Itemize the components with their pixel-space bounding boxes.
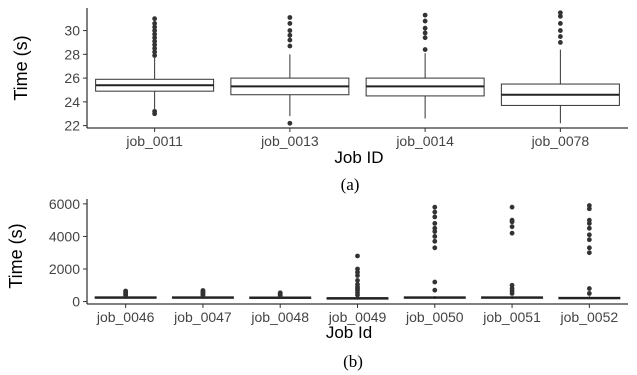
panel-b-outlier-point [432, 279, 438, 285]
panel-a-outlier-point [557, 13, 563, 19]
panel-a-y-tick-label: 28 [64, 46, 80, 62]
panel-a-x-tick-label: job_0014 [395, 133, 454, 149]
panel-a-outlier-point [557, 40, 563, 45]
panel-b-outlier-point [586, 225, 592, 231]
panel-b-outlier-point [586, 237, 592, 243]
panel-b-outlier-point [355, 266, 360, 272]
panel-b-y-tick-label: 4000 [49, 228, 80, 244]
panel-b-outlier-point [509, 282, 515, 288]
panel-a-outlier-point [152, 28, 158, 33]
panel-a-outlier-point [152, 35, 158, 41]
panel-b-outlier-point [586, 286, 592, 291]
panel-b-outlier-point [509, 230, 515, 236]
panel-b-caption: (b) [343, 352, 363, 371]
panel-a-caption: (a) [341, 175, 360, 194]
panel-a-x-tick-label: job_0011 [125, 133, 183, 149]
panel-a-outlier-point [422, 12, 428, 18]
panel-b-outlier-point [509, 224, 515, 230]
panel-a-outlier-point [422, 30, 428, 36]
panel-a-outlier-point [152, 24, 158, 30]
panel-b-outlier-point [123, 288, 129, 294]
panel-b-x-axis-title: Job Id [326, 323, 372, 342]
panel-a-outlier-point [422, 47, 428, 52]
panel-b-outlier-point [432, 287, 438, 293]
panel-b-outlier-point [432, 209, 438, 215]
panel-a-outlier-point [287, 28, 293, 33]
panel-a-outlier-point [152, 16, 158, 22]
panel-b-outlier-point [432, 214, 438, 220]
panel-b-outlier-point [355, 253, 360, 259]
panel-b-outlier-point [432, 204, 438, 210]
panel-a-outlier-point [152, 38, 158, 44]
panel-b-x-tick-label: job_0046 [96, 309, 155, 325]
panel-a-x-axis-title: Job ID [334, 148, 383, 167]
panel-a-outlier-point [152, 31, 158, 37]
panel-a-outlier-point [287, 32, 293, 38]
panel-b-outlier-point [586, 203, 592, 208]
panel-a-outlier-point [287, 15, 293, 20]
panel-a-y-tick-label: 30 [64, 23, 80, 39]
panel-a-outlier-point [152, 42, 158, 48]
panel-b-outlier-point [586, 217, 592, 223]
panel-b-outlier-point [432, 245, 438, 251]
panel-b-outlier-point [586, 232, 592, 238]
panel-b-outlier-point [509, 217, 515, 223]
panel-a-y-tick-label: 26 [64, 70, 80, 86]
panel-a-y-axis-title: Time (s) [11, 35, 31, 100]
panel-a-y-tick-label: 22 [64, 118, 80, 134]
panel-a-outlier-point [557, 10, 563, 16]
panel-a-outlier-point [557, 21, 563, 26]
panel-a-outlier-point [287, 120, 293, 126]
panel-a-outlier-point [557, 34, 563, 39]
panel-b-y-tick-label: 6000 [49, 196, 80, 212]
panel-a-outlier-point [152, 108, 158, 114]
panel-b-outlier-point [432, 234, 438, 239]
panel-a-outlier-point [422, 35, 428, 41]
panel-a-outlier-point [422, 18, 428, 24]
panel-a-boxplot: Time (s) Job ID (a) 22 24 26 28 30 job_0011 jo… [11, 8, 628, 194]
panel-a-outlier-point [287, 21, 293, 26]
panel-b-outlier-point [200, 288, 206, 293]
panel-b-outlier-point [586, 250, 592, 256]
panel-a-outlier-point [557, 28, 563, 33]
panel-b-outlier-point [277, 290, 283, 296]
panel-a-y-tick-label: 24 [64, 94, 80, 110]
panel-a-x-tick-label: job_0078 [531, 133, 590, 149]
panel-a-outlier-point [152, 49, 158, 55]
panel-b-x-tick-label: job_0047 [173, 309, 232, 325]
panel-b-outlier-point [586, 245, 592, 251]
panel-b-x-tick-label: job_0049 [328, 309, 387, 325]
panel-a-outlier-point [152, 21, 158, 26]
panel-a-outlier-point [287, 37, 293, 43]
panel-b-boxplot: Time (s) Job Id (b) 0 2000 4000 6000 job_004… [6, 196, 628, 371]
panel-b-outlier-point [509, 204, 515, 210]
panel-a-outlier-point [152, 45, 158, 51]
panel-b-outlier-point [355, 277, 360, 283]
panel-b-outlier-point [432, 225, 438, 231]
panel-b-y-tick-label: 0 [72, 294, 80, 310]
panel-b-outlier-point [355, 282, 360, 287]
panel-a-outlier-point [287, 43, 293, 49]
panel-a-outlier-point [152, 53, 158, 58]
panel-b-y-axis-title: Time (s) [6, 223, 26, 288]
panel-b-outlier-point [586, 291, 592, 296]
panel-b-x-tick-label: job_0052 [560, 309, 619, 325]
panel-b-outlier-point [432, 221, 438, 226]
panel-b-x-tick-label: job_0048 [250, 309, 309, 325]
panel-b-outlier-point [432, 238, 438, 244]
panel-b-x-tick-label: job_0051 [482, 309, 541, 325]
panel-a-outlier-point [422, 25, 428, 31]
panel-b-y-tick-label: 2000 [49, 261, 80, 277]
panel-a-x-tick-label: job_0013 [260, 133, 319, 149]
panel-b-x-tick-label: job_0050 [405, 309, 464, 325]
